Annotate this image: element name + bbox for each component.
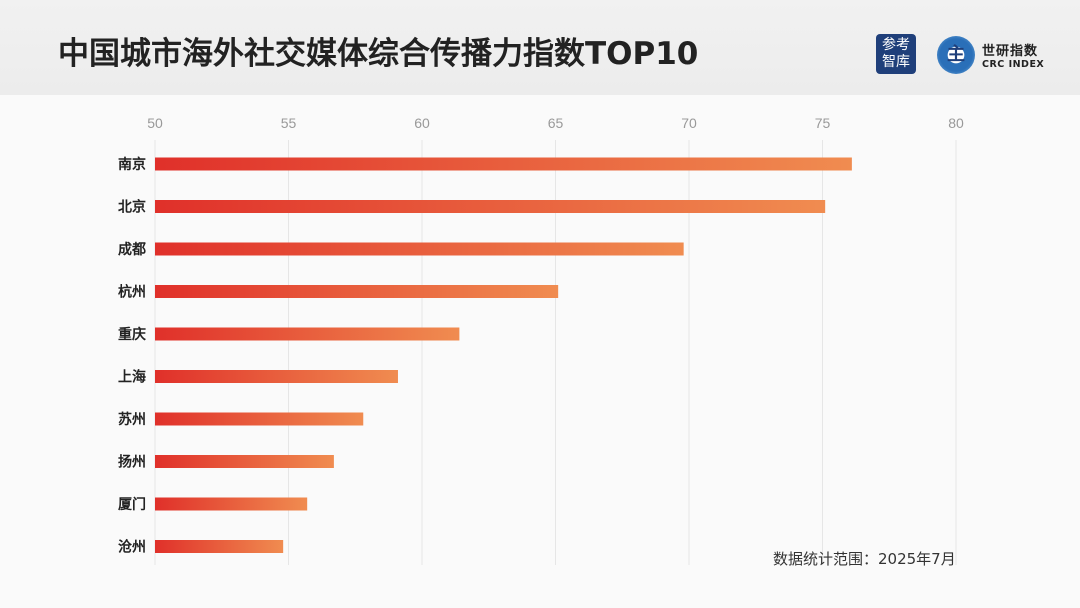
x-tick-label: 50	[147, 115, 163, 131]
bar-扬州	[155, 455, 334, 468]
category-label: 厦门	[118, 496, 146, 513]
crc-index-logo-icon: 主	[937, 36, 975, 74]
bar-厦门	[155, 497, 308, 511]
cankao-zhiku-logo: 参考智库	[876, 34, 916, 74]
bar-南京	[155, 157, 852, 171]
x-tick-label: 65	[548, 115, 564, 131]
x-tick-label: 60	[414, 115, 430, 131]
bar-苏州	[155, 412, 364, 426]
category-label: 上海	[118, 369, 146, 386]
data-range-note: 数据统计范围：2025年7月	[773, 550, 956, 568]
x-tick-label: 55	[281, 115, 297, 131]
x-tick-label: 75	[815, 115, 831, 131]
category-label: 南京	[118, 156, 146, 173]
page-title: 中国城市海外社交媒体综合传播力指数TOP10	[58, 36, 699, 72]
crc-index-logo: 世研指数 CRC INDEX	[982, 40, 1044, 70]
bar-北京	[155, 200, 826, 213]
category-label: 重庆	[118, 326, 146, 343]
category-label: 沧州	[118, 539, 146, 556]
bar-成都	[155, 242, 684, 256]
bar-重庆	[155, 327, 460, 341]
category-label: 扬州	[118, 454, 146, 471]
category-label: 杭州	[118, 284, 146, 301]
category-label: 苏州	[118, 411, 146, 428]
logo-en: CRC INDEX	[982, 59, 1045, 70]
category-label: 北京	[118, 199, 146, 216]
x-tick-label: 70	[681, 115, 697, 131]
bar-杭州	[155, 285, 559, 298]
category-label: 成都	[118, 241, 146, 258]
x-tick-label: 80	[948, 115, 964, 131]
logo1-text: 参考智库	[882, 37, 910, 70]
bar-沧州	[155, 540, 284, 553]
bar-上海	[155, 370, 398, 383]
logo-cn: 世研指数	[982, 44, 1039, 59]
